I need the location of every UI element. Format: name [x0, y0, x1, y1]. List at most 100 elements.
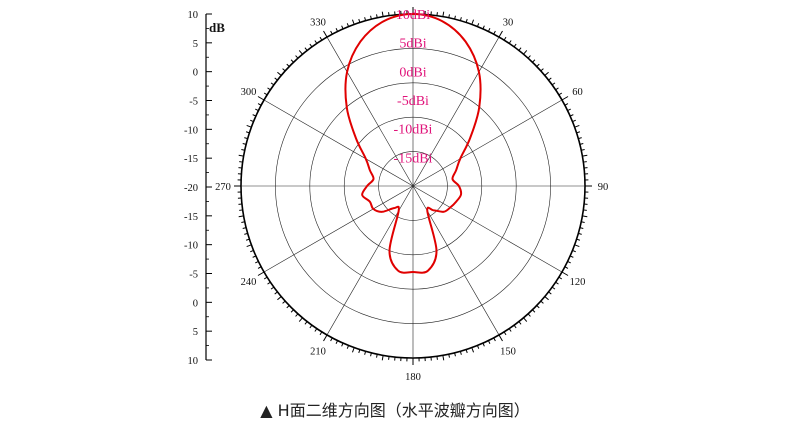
tick-mark: [508, 328, 512, 332]
ring-label: -10dBi: [394, 123, 433, 138]
left-axis-label: 10: [188, 10, 199, 21]
tick-mark: [448, 14, 450, 18]
tick-mark: [465, 18, 468, 23]
tick-mark: [581, 149, 585, 151]
tick-mark: [579, 143, 584, 145]
tick-mark: [304, 47, 308, 51]
tick-mark: [555, 281, 559, 285]
ring-labels: 10dBi 5dBi 0dBi -5dBi -10dBi -15dBi: [394, 8, 433, 166]
tick-mark: [241, 221, 245, 223]
tick-mark: [295, 313, 299, 317]
tick-mark: [376, 14, 378, 18]
left-radial-axis: 10 5 0 -5 -10 -15 -20 -15 -10 -5 0 5 10: [184, 10, 212, 367]
tick-mark: [508, 40, 512, 44]
grid-spoke: [326, 185, 414, 336]
tick-mark: [267, 281, 271, 285]
tick-mark: [286, 63, 290, 67]
tick-mark: [250, 119, 254, 123]
tick-mark: [581, 221, 585, 223]
tick-mark: [476, 23, 480, 27]
tick-mark: [471, 347, 475, 353]
tick-mark: [323, 334, 328, 342]
grid-spoke: [412, 185, 500, 336]
angle-label: 270: [215, 182, 231, 193]
left-axis-label: -20: [184, 183, 198, 194]
tick-mark: [544, 296, 549, 301]
tick-mark: [282, 68, 286, 72]
tick-mark: [341, 342, 344, 347]
outer-tick-marks: [234, 7, 592, 365]
ring-label: 10dBi: [396, 8, 430, 23]
ring-label: -5dBi: [397, 94, 429, 109]
tick-mark: [579, 227, 584, 229]
tick-mark: [548, 77, 552, 81]
tick-mark: [274, 77, 278, 81]
tick-mark: [448, 354, 450, 358]
angle-label: 120: [570, 277, 586, 288]
tick-mark: [319, 36, 323, 41]
tick-mark: [314, 40, 318, 44]
grid-spoke: [326, 36, 414, 187]
tick-mark: [544, 71, 549, 76]
figure-caption: ▲ H面二维方向图（水平波瓣方向图）: [260, 401, 530, 420]
tick-mark: [323, 30, 328, 38]
tick-mark: [567, 108, 571, 112]
ring-label: -15dBi: [394, 151, 433, 166]
left-axis-label: -15: [184, 212, 198, 223]
tick-mark: [564, 266, 569, 269]
tick-mark: [576, 131, 581, 134]
tick-mark: [513, 324, 517, 329]
tick-mark: [277, 296, 282, 301]
tick-mark: [364, 17, 367, 21]
tick-mark: [286, 305, 290, 309]
tick-mark: [513, 43, 517, 48]
tick-mark: [314, 328, 318, 332]
tick-mark: [523, 50, 528, 55]
tick-mark: [540, 300, 544, 304]
tick-mark: [532, 59, 536, 63]
tick-mark: [257, 103, 262, 106]
tick-mark: [459, 17, 462, 21]
tick-mark: [267, 87, 271, 91]
tick-mark: [482, 342, 485, 347]
tick-mark: [252, 255, 257, 258]
tick-mark: [454, 15, 456, 20]
unit-label: dB: [209, 20, 225, 35]
tick-mark: [518, 47, 522, 51]
tick-mark: [561, 96, 569, 101]
tick-mark: [442, 355, 445, 361]
tick-mark: [376, 354, 378, 358]
tick-mark: [304, 321, 308, 325]
tick-mark: [358, 18, 361, 23]
pattern-curve: [344, 12, 482, 274]
tick-mark: [536, 63, 540, 67]
angle-label: 150: [500, 347, 516, 358]
tick-mark: [578, 137, 582, 140]
tick-mark: [238, 215, 244, 218]
tick-mark: [351, 347, 355, 353]
tick-mark: [290, 59, 294, 63]
tick-mark: [330, 30, 333, 35]
left-axis-label: 0: [193, 298, 198, 309]
tick-mark: [482, 25, 485, 30]
angle-label: 180: [405, 372, 421, 383]
tick-mark: [241, 149, 245, 151]
tick-mark: [290, 309, 294, 313]
tick-mark: [582, 215, 588, 218]
grid-spoke: [263, 99, 414, 187]
tick-mark: [309, 324, 313, 329]
tick-mark: [540, 68, 544, 72]
grid-spoke: [412, 36, 500, 187]
tick-mark: [561, 271, 569, 276]
tick-mark: [341, 25, 344, 30]
tick-mark: [238, 154, 244, 157]
tick-mark: [351, 19, 355, 25]
tick-mark: [558, 276, 563, 280]
tick-mark: [244, 137, 248, 140]
left-axis-label: 0: [193, 68, 198, 79]
tick-mark: [574, 124, 580, 128]
tick-mark: [572, 249, 576, 253]
tick-mark: [270, 82, 275, 86]
tick-mark: [255, 260, 259, 264]
